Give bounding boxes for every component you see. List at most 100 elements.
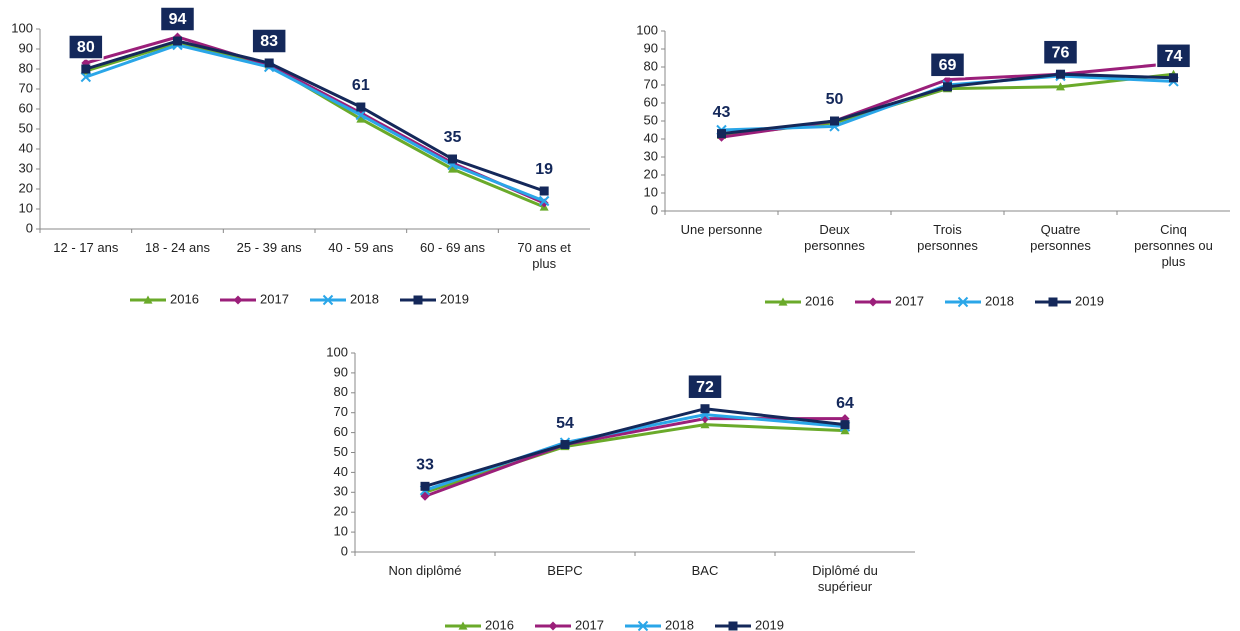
x-tick-label-line: personnes <box>1030 238 1091 253</box>
marker <box>700 404 710 414</box>
x-tick-label: 40 - 59 ans <box>328 240 394 255</box>
x-tick-label: BAC <box>692 563 719 578</box>
y-tick-label: 90 <box>334 364 348 379</box>
y-tick-label: 10 <box>334 524 348 539</box>
legend-label: 2019 <box>1075 293 1104 308</box>
y-tick-label: 40 <box>644 130 658 145</box>
x-tick-label: Quatre personnes <box>1030 222 1091 253</box>
x-tick-label-line: BEPC <box>547 563 582 578</box>
data-label: 76 <box>1052 44 1070 61</box>
x-tick-label: Cinq personnes ou plus <box>1134 222 1213 269</box>
marker <box>1169 73 1178 83</box>
series-line <box>85 41 545 209</box>
y-tick-label: 20 <box>644 166 658 181</box>
marker <box>1056 82 1065 91</box>
data-label: 54 <box>556 415 574 432</box>
data-label-box <box>1155 43 1192 69</box>
marker <box>264 58 274 68</box>
series-line <box>85 39 545 193</box>
marker <box>700 420 710 429</box>
y-tick-label: 50 <box>644 112 658 127</box>
data-label: 33 <box>416 457 434 474</box>
marker <box>458 621 468 630</box>
legend-label: 2016 <box>485 617 514 631</box>
legend-label: 2019 <box>755 617 784 631</box>
y-tick-label: 30 <box>19 160 33 175</box>
data-label: 83 <box>260 33 278 50</box>
y-tick-label: 30 <box>334 484 348 499</box>
y-tick-label: 20 <box>19 180 33 195</box>
legend-label: 2016 <box>170 291 199 306</box>
marker <box>233 295 243 305</box>
marker <box>143 295 153 304</box>
data-label-box <box>929 52 966 78</box>
x-tick-label-line: plus <box>1162 254 1186 269</box>
x-tick-label: Trois personnes <box>917 222 978 253</box>
x-tick-label-line: personnes ou <box>1134 238 1213 253</box>
x-tick-label: 18 - 24 ans <box>145 240 211 255</box>
legend-label: 2017 <box>895 293 924 308</box>
x-tick-label-line: BAC <box>692 563 719 578</box>
y-tick-label: 70 <box>644 76 658 91</box>
x-tick-label-line: Diplômé du <box>812 563 878 578</box>
y-tick-label: 10 <box>19 200 33 215</box>
y-tick-label: 50 <box>334 444 348 459</box>
x-tick-label-line: 70 ans et <box>517 240 571 255</box>
marker <box>538 195 550 207</box>
x-tick-label-line: personnes <box>804 238 865 253</box>
data-label: 64 <box>836 395 854 412</box>
series-line <box>424 417 845 498</box>
y-tick-label: 80 <box>644 58 658 73</box>
x-tick-label-line: Deux <box>819 222 850 237</box>
y-tick-label: 0 <box>26 220 33 235</box>
data-label: 69 <box>939 57 957 74</box>
legend-label: 2018 <box>985 293 1014 308</box>
x-tick-label: BEPC <box>547 563 582 578</box>
marker <box>840 420 850 430</box>
legend-label: 2018 <box>350 291 379 306</box>
series-line <box>424 407 846 488</box>
y-tick-label: 40 <box>334 464 348 479</box>
marker <box>957 296 969 308</box>
y-tick-label: 0 <box>341 543 348 558</box>
marker <box>413 295 423 305</box>
data-label: 61 <box>352 77 370 94</box>
marker <box>80 71 92 83</box>
y-tick-label: 90 <box>19 40 33 55</box>
marker <box>1048 297 1058 307</box>
data-label-box <box>251 28 287 54</box>
data-label: 50 <box>826 91 844 108</box>
legend-label: 2017 <box>260 291 289 306</box>
x-tick-label: 70 ans et plus <box>517 240 571 271</box>
data-label-box <box>159 6 196 32</box>
marker <box>420 491 430 501</box>
marker <box>1056 69 1065 79</box>
x-tick-label-line: plus <box>532 256 556 271</box>
y-tick-label: 80 <box>334 384 348 399</box>
y-tick-label: 80 <box>19 60 33 75</box>
y-tick-label: 70 <box>19 80 33 95</box>
x-tick-label-line: supérieur <box>818 579 873 594</box>
x-tick-label: Diplômé du supérieur <box>812 563 878 594</box>
y-tick-label: 60 <box>19 100 33 115</box>
x-tick-label: Une personne <box>681 222 763 237</box>
legend-label: 2018 <box>665 617 694 631</box>
data-label: 74 <box>1165 48 1183 65</box>
x-tick-label-line: Non diplômé <box>389 563 462 578</box>
x-tick-label-line: personnes <box>917 238 978 253</box>
x-tick-label: Non diplômé <box>389 563 462 578</box>
x-tick-label: Deux personnes <box>804 222 865 253</box>
x-tick-label: 60 - 69 ans <box>420 240 486 255</box>
data-label: 19 <box>535 161 553 178</box>
legend-label: 2016 <box>805 293 834 308</box>
series-line <box>85 43 545 203</box>
y-tick-label: 30 <box>644 148 658 163</box>
y-tick-label: 50 <box>19 120 33 135</box>
x-tick-label-line: Quatre <box>1041 222 1081 237</box>
data-label: 94 <box>169 11 187 28</box>
data-label: 43 <box>713 104 731 121</box>
marker <box>81 64 91 74</box>
marker <box>448 164 457 173</box>
y-tick-label: 60 <box>644 94 658 109</box>
